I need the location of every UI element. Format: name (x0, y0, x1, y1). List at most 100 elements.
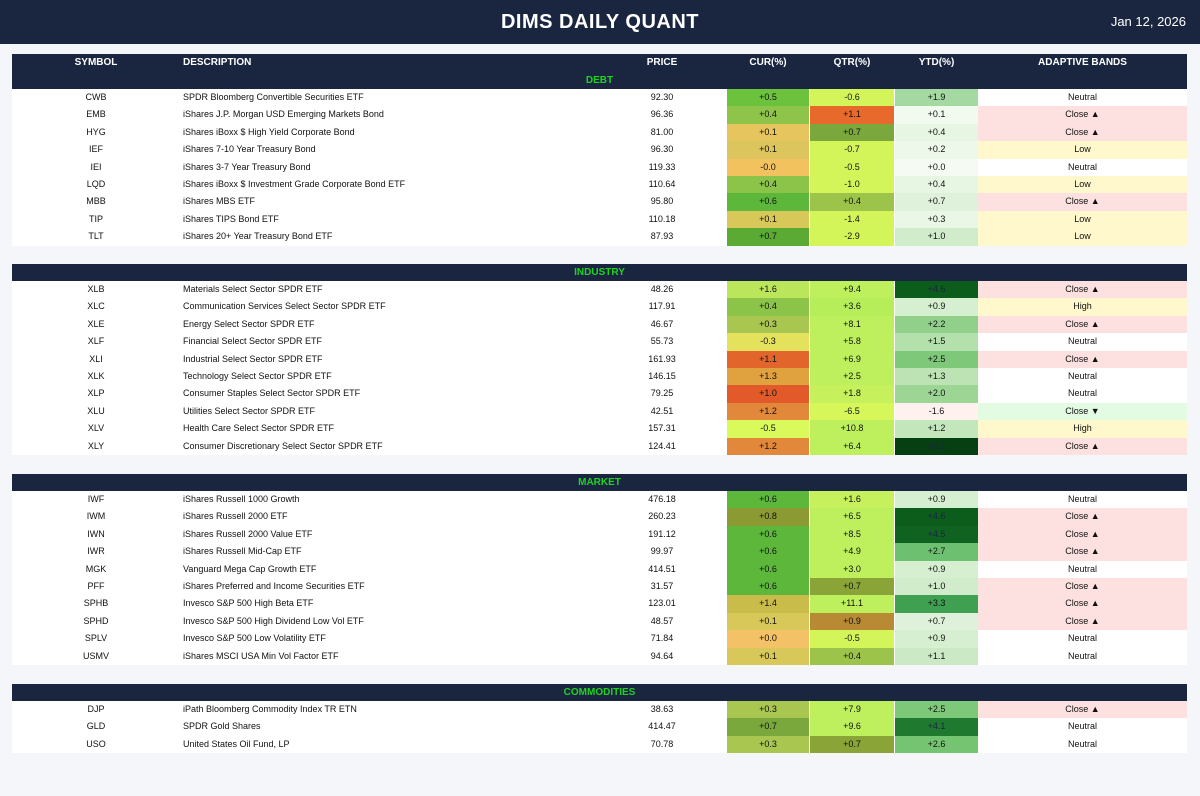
table-row[interactable]: XLK Technology Select Sector SPDR ETF 146.… (12, 367, 1187, 386)
cell-ytd: +4.6 (895, 281, 978, 299)
cell-price: 99.97 (650, 546, 674, 557)
cell-cur: +0.6 (727, 577, 809, 596)
cell-qtr: -2.9 (810, 228, 894, 246)
table-row[interactable]: CWB SPDR Bloomberg Convertible Securities… (12, 89, 1187, 107)
table-row[interactable]: XLB Materials Select Sector SPDR ETF 48.26… (12, 281, 1187, 299)
table-row[interactable]: TIP iShares TIPS Bond ETF 110.18 +0.1 -1.4 +0… (12, 210, 1187, 229)
table-row[interactable]: LQD iShares iBoxx $ Investment Grade Corp… (12, 175, 1187, 194)
table-row[interactable]: SPLV Invesco S&P 500 Low Volatility ETF 71… (12, 630, 1187, 648)
table-row[interactable]: XLF Financial Select Sector SPDR ETF 55.73… (12, 333, 1187, 351)
cell-band: Neutral (978, 333, 1187, 351)
table-row[interactable]: USO United States Oil Fund, LP 70.78 +0.3 +0… (12, 735, 1187, 754)
cell-price: 81.00 (650, 126, 674, 137)
section-title: INDUSTRY (12, 264, 1187, 281)
report-date: Jan 12, 2026 (1110, 14, 1186, 29)
column-header-bands[interactable]: ADAPTIVE BANDS (1038, 57, 1127, 68)
cell-desc: Industrial Select Sector SPDR ETF (183, 353, 323, 364)
table-row[interactable]: XLY Consumer Discretionary Select Sector … (12, 437, 1187, 455)
cell-qtr: +6.4 (810, 437, 894, 455)
cell-sym: SPLV (84, 633, 108, 644)
cell-ytd: +3.3 (895, 595, 978, 613)
table-row[interactable]: HYG iShares iBoxx $ High Yield Corporate … (12, 123, 1187, 142)
column-header-cur[interactable]: CUR(%) (749, 57, 787, 68)
section-title: MARKET (12, 474, 1187, 491)
cell-desc: Invesco S&P 500 Low Volatility ETF (183, 633, 326, 644)
table-row[interactable]: SPHD Invesco S&P 500 High Dividend Low Vo… (12, 612, 1187, 631)
table-row[interactable]: GLD SPDR Gold Shares 414.47 +0.7 +9.6 +4.1 Neu… (12, 718, 1187, 736)
table-row[interactable]: XLE Energy Select Sector SPDR ETF 46.67 +0.… (12, 315, 1187, 334)
table-row[interactable]: SPHB Invesco S&P 500 High Beta ETF 123.01 +… (12, 595, 1187, 613)
cell-desc: iPath Bloomberg Commodity Index TR ETN (183, 704, 357, 714)
table-row[interactable]: MGK Vanguard Mega Cap Growth ETF 414.51 +0.… (12, 560, 1187, 578)
cell-band: Close ▲ (978, 577, 1187, 596)
cell-ytd: +0.1 (895, 106, 978, 124)
cell-cur: +0.3 (727, 315, 809, 334)
table-row[interactable]: TLT iShares 20+ Year Treasury Bond ETF 87.… (12, 228, 1187, 246)
column-header-qtr[interactable]: QTR(%) (833, 57, 871, 68)
cell-band: Neutral (978, 560, 1187, 578)
cell-ytd: +6.1 (895, 437, 978, 455)
table-row[interactable]: XLV Health Care Select Sector SPDR ETF 157… (12, 420, 1187, 438)
cell-ytd: +0.9 (895, 298, 978, 316)
cell-desc: Technology Select Sector SPDR ETF (183, 370, 332, 381)
table-row[interactable]: EMB iShares J.P. Morgan USD Emerging Mark… (12, 106, 1187, 124)
table-row[interactable]: PFF iShares Preferred and Income Securiti… (12, 577, 1187, 596)
cell-ytd: -1.6 (895, 402, 978, 421)
cell-ytd: +1.1 (895, 647, 978, 665)
cell-cur: +0.3 (727, 735, 809, 754)
cell-cur: +0.1 (727, 612, 809, 631)
cell-qtr: +11.1 (810, 595, 894, 613)
table-row[interactable]: XLI Industrial Select Sector SPDR ETF 161.… (12, 350, 1187, 368)
cell-price: 117.91 (648, 301, 676, 312)
cell-desc: iShares MBS ETF (183, 196, 256, 207)
table-row[interactable]: USMV iShares MSCI USA Min Vol Factor ETF 9… (12, 647, 1187, 665)
cell-ytd: +2.6 (895, 735, 978, 754)
cell-band: Neutral (978, 89, 1187, 107)
cell-desc: Vanguard Mega Cap Growth ETF (183, 563, 317, 574)
table-row[interactable]: IWN iShares Russell 2000 Value ETF 191.12 +… (12, 525, 1187, 544)
cell-qtr: +0.4 (810, 647, 894, 665)
column-header-symbol[interactable]: SYMBOL (74, 57, 118, 68)
cell-band: Neutral (978, 491, 1187, 509)
section-market: MARKET IWF iShares Russell 1000 Growth 476.… (12, 474, 1187, 665)
table-row[interactable]: IWF iShares Russell 1000 Growth 476.18 +0.6… (12, 491, 1187, 509)
cell-price: 123.01 (648, 598, 676, 609)
cell-qtr: +6.9 (810, 350, 894, 368)
cell-ytd: +0.7 (895, 612, 978, 631)
table-row[interactable]: XLC Communication Services Select Sector … (12, 298, 1187, 316)
column-header-ytd[interactable]: YTD(%) (918, 57, 955, 68)
cell-price: 31.57 (650, 580, 674, 591)
cell-sym: IEI (90, 161, 102, 172)
cell-cur: +0.8 (727, 508, 809, 526)
table-row[interactable]: IEI iShares 3-7 Year Treasury Bond 119.33 -… (12, 158, 1187, 176)
column-header-description[interactable]: DESCRIPTION (183, 57, 252, 68)
table-row[interactable]: XLU Utilities Select Sector SPDR ETF 42.51… (12, 402, 1187, 421)
cell-desc: Communication Services Select Sector SPD… (183, 301, 386, 312)
table-row[interactable]: IWM iShares Russell 2000 ETF 260.23 +0.8 +6.… (12, 508, 1187, 526)
cell-qtr: +1.8 (810, 385, 894, 403)
cell-desc: iShares 20+ Year Treasury Bond ETF (183, 231, 333, 242)
cell-qtr: +0.7 (810, 123, 894, 142)
cell-sym: EMB (86, 109, 106, 120)
cell-qtr: +0.7 (810, 577, 894, 596)
cell-price: 119.33 (648, 161, 676, 172)
cell-desc: iShares Preferred and Income Securities … (183, 580, 365, 591)
cell-price: 146.15 (648, 370, 676, 381)
table-row[interactable]: IWR iShares Russell Mid-Cap ETF 99.97 +0.6 +… (12, 543, 1187, 561)
cell-desc: Consumer Staples Select Sector SPDR ETF (183, 388, 361, 399)
table-row[interactable]: IEF iShares 7-10 Year Treasury Bond 96.30 +… (12, 141, 1187, 159)
table-row[interactable]: MBB iShares MBS ETF 95.80 +0.6 +0.4 +0.7 Close… (12, 193, 1187, 211)
cell-ytd: +1.9 (895, 89, 978, 107)
cell-band: High (978, 298, 1187, 316)
cell-ytd: +0.7 (895, 193, 978, 211)
cell-desc: iShares 3-7 Year Treasury Bond (183, 161, 311, 172)
table-row[interactable]: XLP Consumer Staples Select Sector SPDR E… (12, 385, 1187, 403)
cell-price: 476.18 (648, 494, 676, 504)
table-row[interactable]: DJP iPath Bloomberg Commodity Index TR ET… (12, 701, 1187, 719)
cell-desc: iShares TIPS Bond ETF (183, 213, 279, 224)
column-header-price[interactable]: PRICE (646, 57, 678, 68)
cell-sym: MBB (86, 196, 106, 207)
cell-ytd: +0.9 (895, 491, 978, 509)
cell-price: 157.31 (648, 423, 676, 434)
cell-band: Neutral (978, 647, 1187, 665)
